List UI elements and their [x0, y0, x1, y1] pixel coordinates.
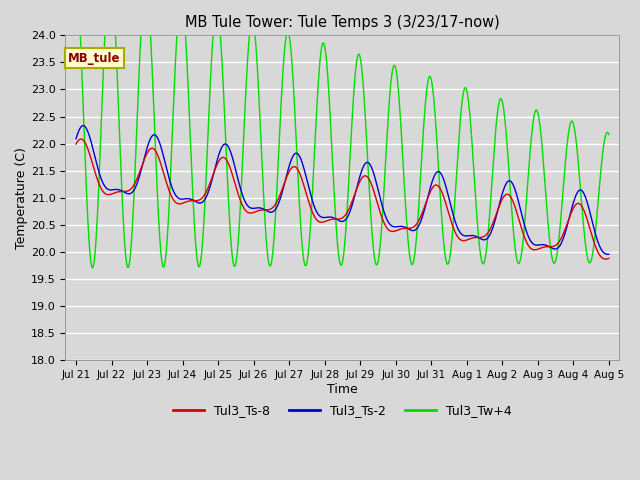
X-axis label: Time: Time — [327, 383, 358, 396]
Text: MB_tule: MB_tule — [68, 51, 121, 65]
Y-axis label: Temperature (C): Temperature (C) — [15, 147, 28, 249]
Legend: Tul3_Ts-8, Tul3_Ts-2, Tul3_Tw+4: Tul3_Ts-8, Tul3_Ts-2, Tul3_Tw+4 — [168, 399, 517, 422]
Title: MB Tule Tower: Tule Temps 3 (3/23/17-now): MB Tule Tower: Tule Temps 3 (3/23/17-now… — [185, 15, 500, 30]
